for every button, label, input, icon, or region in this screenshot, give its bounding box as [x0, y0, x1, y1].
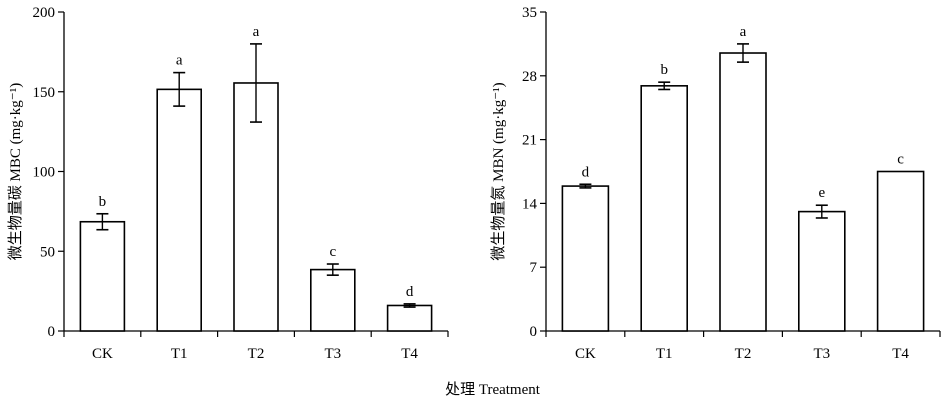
- mbc-category-label: CK: [92, 346, 113, 362]
- mbc-significance-letter: b: [99, 194, 107, 210]
- mbn-y-tick-label: 0: [530, 324, 538, 340]
- mbn-category-label: CK: [575, 346, 596, 362]
- mbc-y-tick-label: 200: [33, 5, 56, 21]
- mbn-y-tick-label: 21: [522, 133, 537, 149]
- mbc-category-label: T3: [324, 346, 341, 362]
- mbc-y-tick-label: 50: [40, 244, 55, 260]
- mbn-y-tick-label: 35: [522, 5, 537, 21]
- mbn-category-label: T3: [813, 346, 830, 362]
- mbn-category-label: T1: [656, 346, 673, 362]
- mbc-significance-letter: a: [176, 53, 183, 69]
- mbc-significance-letter: d: [406, 284, 414, 300]
- mbc-y-tick-label: 150: [33, 85, 56, 101]
- mbc-bar-ck: [79, 220, 126, 332]
- mbc-y-tick-label: 100: [33, 165, 56, 181]
- mbn-significance-letter: c: [897, 152, 904, 168]
- mbn-y-axis-title: 微生物量氮 MBN (mg·kg⁻¹): [490, 82, 507, 260]
- mbc-category-label: T4: [401, 346, 418, 362]
- mbc-category-label: T2: [248, 346, 265, 362]
- mbc-category-label: T1: [171, 346, 188, 362]
- x-axis-title: 处理 Treatment: [445, 382, 540, 398]
- mbn-bar-t3: [797, 210, 846, 332]
- mbn-significance-letter: b: [660, 62, 668, 78]
- mbn-significance-letter: d: [582, 164, 590, 180]
- mbc-y-axis-title: 微生物量碳 MBC (mg·kg⁻¹): [7, 83, 24, 260]
- mbn-y-tick-label: 7: [530, 260, 538, 276]
- mbn-bar-t2: [719, 52, 767, 332]
- mbn-y-tick-label: 14: [522, 196, 538, 212]
- mbn-bar-ck: [561, 185, 610, 332]
- mbc-y-tick-label: 0: [48, 324, 56, 340]
- mbc-significance-letter: c: [329, 244, 336, 260]
- mbc-significance-letter: a: [253, 24, 260, 40]
- mbn-significance-letter: a: [740, 24, 747, 40]
- mbn-category-label: T4: [892, 346, 909, 362]
- mbn-chart-panel: 0 7 14 21 28 35 d CK b T1 a T2 e T3 c T4 微生物量氮 MBN (mg·k…: [490, 5, 941, 362]
- mbn-significance-letter: e: [818, 185, 825, 201]
- mbc-chart-panel: 0 50 100 150 200 b CK a T1 a T2 c T3 d T4 微生物量碳 MBC (mg…: [7, 5, 449, 362]
- mbc-bar-t4: [386, 304, 433, 332]
- mbn-bar-t4: [876, 170, 925, 332]
- mbn-category-label: T2: [735, 346, 752, 362]
- mbc-bar-t1: [156, 88, 202, 332]
- mbc-bar-t3: [309, 268, 356, 332]
- mbn-y-tick-label: 28: [522, 69, 537, 85]
- mbn-bar-t1: [640, 85, 689, 332]
